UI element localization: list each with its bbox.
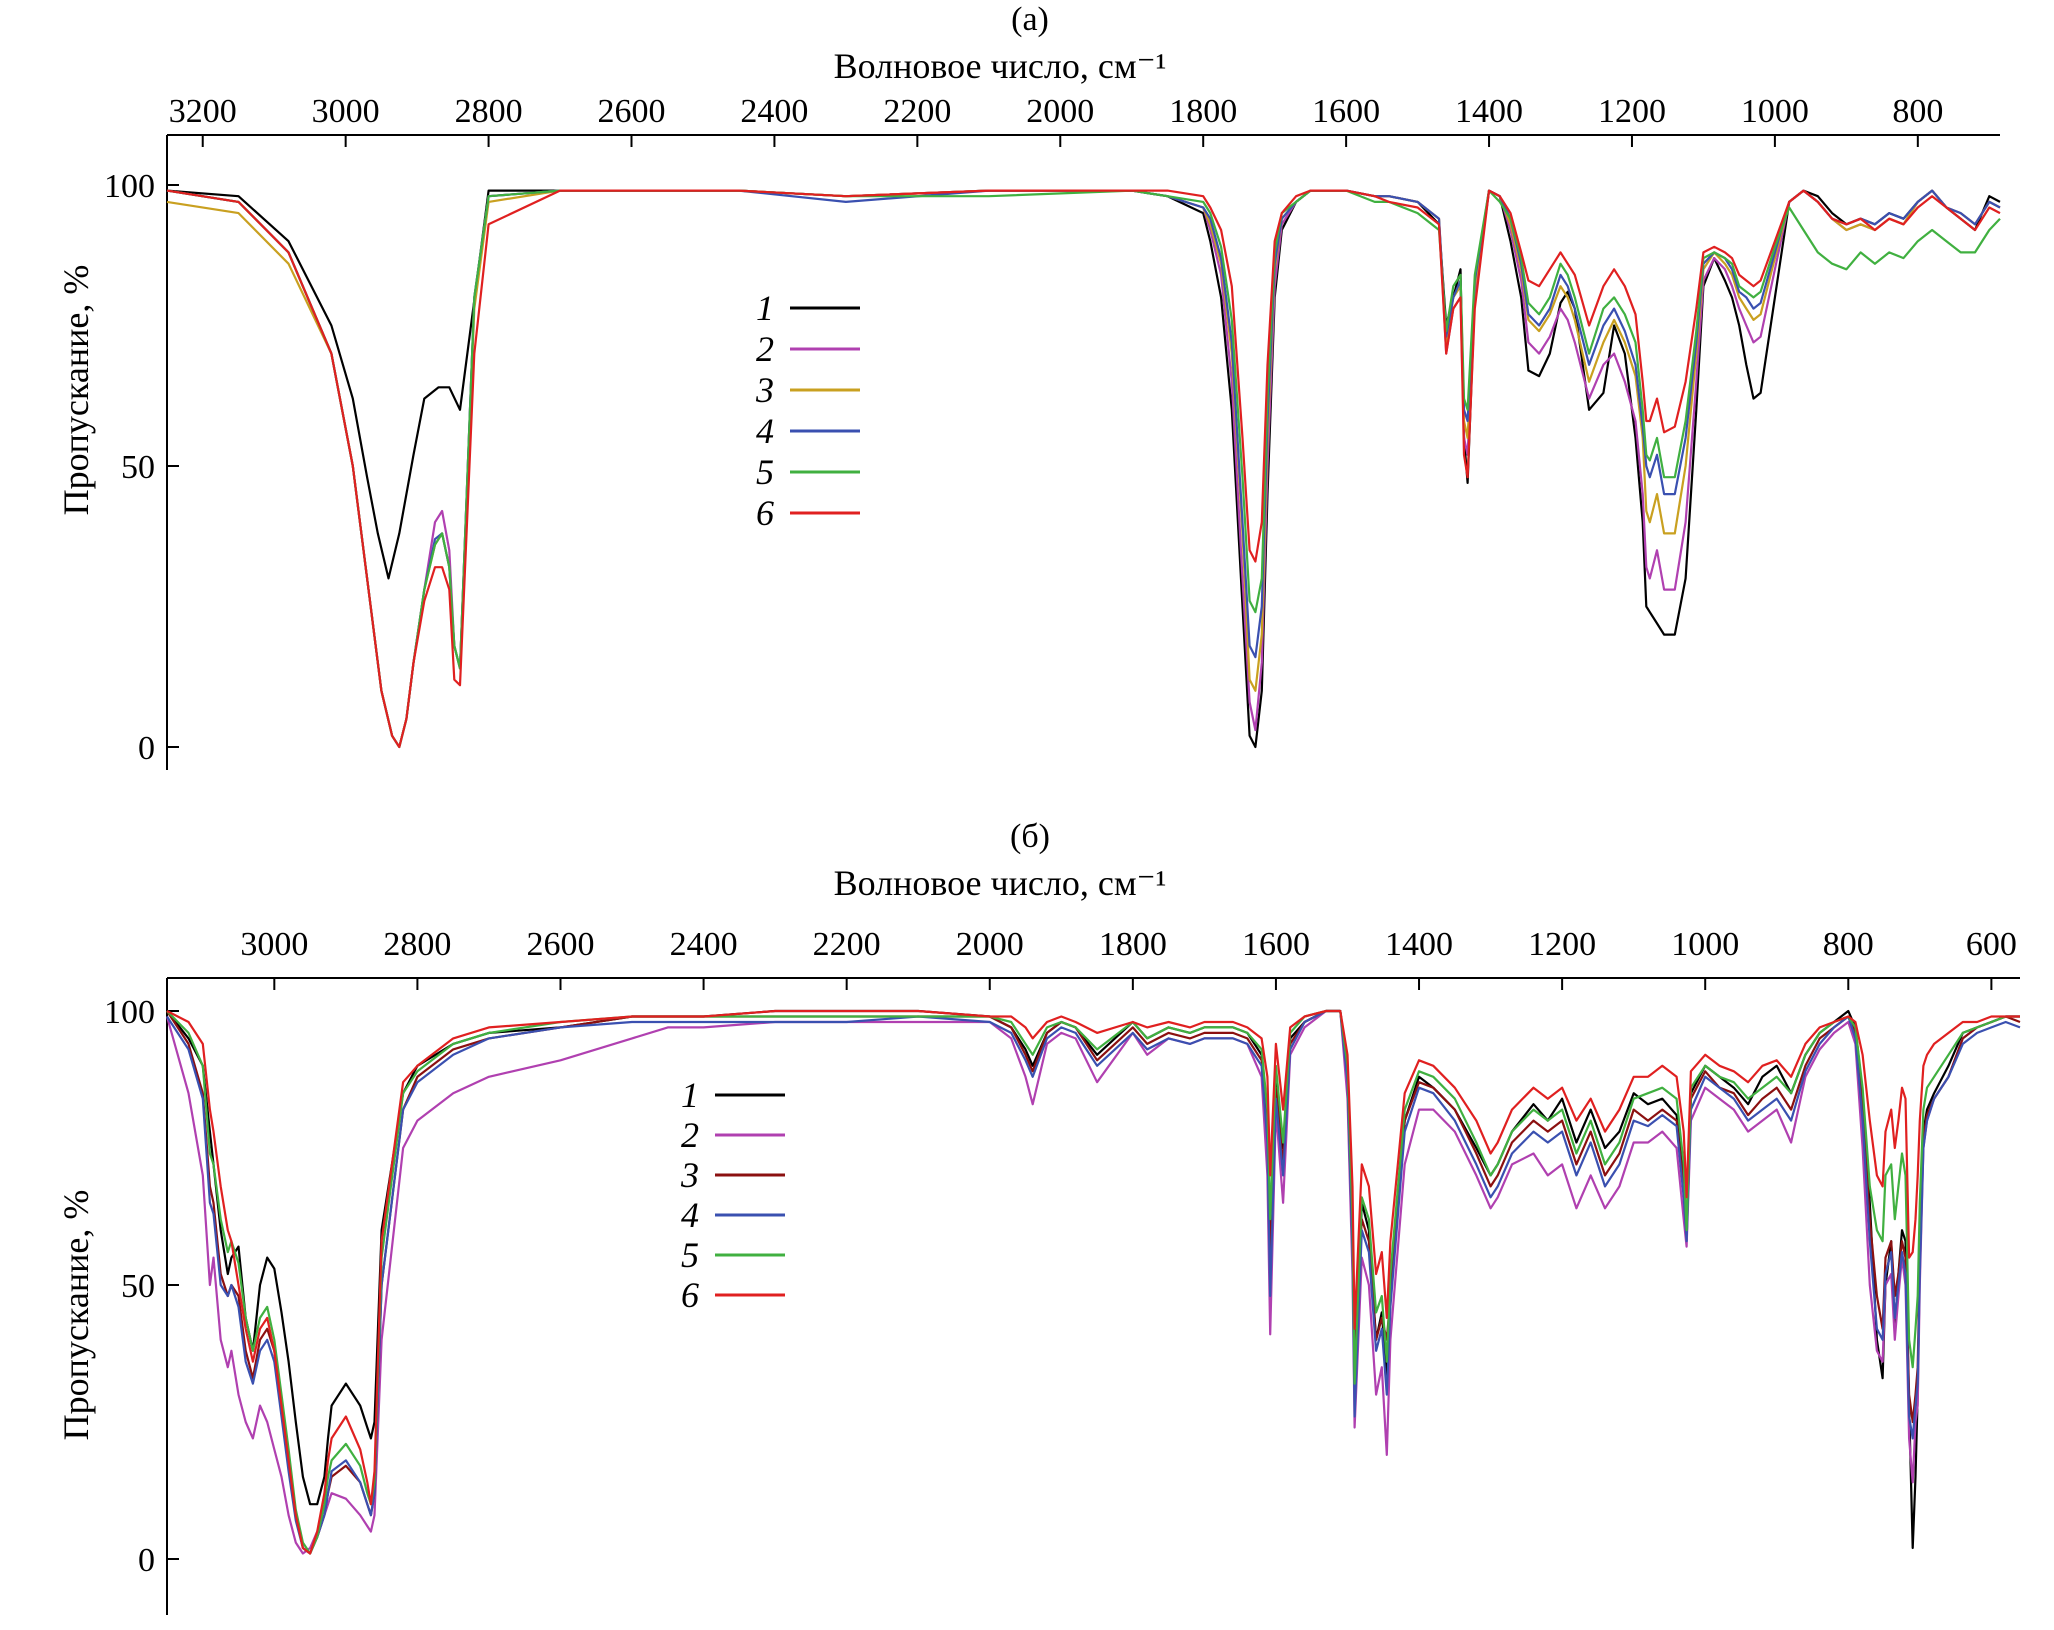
x-tick-label: 1200 <box>1528 926 1596 963</box>
x-tick-label: 1600 <box>1312 93 1380 130</box>
chart-b-svg: (б) Волновое число, см⁻¹ Пропускание, % … <box>56 818 2021 1615</box>
legend-label-2: 2 <box>756 329 774 369</box>
y-tick-label: 0 <box>138 730 155 767</box>
chart-b-series <box>165 1009 2021 1555</box>
chart-panel-a: (а) Волновое число, см⁻¹ Пропускание, % … <box>0 0 2054 800</box>
legend-label-4: 4 <box>681 1195 699 1235</box>
x-tick-label: 1000 <box>1671 926 1739 963</box>
x-tick-label: 800 <box>1892 93 1943 130</box>
x-tick-label: 2000 <box>956 926 1024 963</box>
y-tick-label: 100 <box>104 168 155 205</box>
x-tick-label: 1800 <box>1169 93 1237 130</box>
legend-label-3: 3 <box>680 1155 699 1195</box>
series-1-line <box>166 189 2001 749</box>
chart-a-series <box>166 189 2001 749</box>
series-3-line <box>166 189 2001 749</box>
x-tick-label: 1000 <box>1741 93 1809 130</box>
x-tick-label: 2600 <box>598 93 666 130</box>
chart-a-svg: (а) Волновое число, см⁻¹ Пропускание, % … <box>56 1 2001 770</box>
x-tick-label: 600 <box>1966 926 2017 963</box>
series-4-line <box>166 189 2001 749</box>
chart-panel-b: (б) Волновое число, см⁻¹ Пропускание, % … <box>0 815 2054 1630</box>
legend-label-1: 1 <box>681 1075 699 1115</box>
series-5-line <box>166 1009 2020 1555</box>
x-tick-label: 2200 <box>813 926 881 963</box>
y-tick-label: 0 <box>138 1542 155 1579</box>
x-tick-label: 2000 <box>1026 93 1094 130</box>
legend-label-3: 3 <box>755 370 774 410</box>
x-tick-label: 1800 <box>1099 926 1167 963</box>
x-tick-label: 1600 <box>1242 926 1310 963</box>
legend-label-2: 2 <box>681 1115 699 1155</box>
x-tick-label: 1400 <box>1385 926 1453 963</box>
x-tick-label: 1400 <box>1455 93 1523 130</box>
chart-b-y-axis-title: Пропускание, % <box>56 1190 96 1441</box>
x-tick-label: 2400 <box>670 926 738 963</box>
x-tick-label: 1200 <box>1598 93 1666 130</box>
y-tick-label: 100 <box>104 994 155 1031</box>
legend-label-6: 6 <box>681 1275 699 1315</box>
series-2-line <box>166 189 2001 749</box>
panel-b-label: (б) <box>1010 818 1050 855</box>
series-6-line <box>166 1009 2020 1555</box>
legend-label-1: 1 <box>756 288 774 328</box>
series-5-line <box>166 189 2001 749</box>
chart-b-y-ticks: 0 50 100 <box>104 994 179 1579</box>
chart-a-x-axis-title: Волновое число, см⁻¹ <box>834 46 1167 86</box>
chart-b-x-axis-title: Волновое число, см⁻¹ <box>834 863 1167 903</box>
legend-label-4: 4 <box>756 411 774 451</box>
x-tick-label: 800 <box>1823 926 1874 963</box>
chart-a-x-ticks: 3200 3000 2800 2600 2400 2200 2000 1800 1600 1400… <box>169 93 1943 147</box>
x-tick-label: 3000 <box>312 93 380 130</box>
legend-label-5: 5 <box>756 452 774 492</box>
legend-label-6: 6 <box>756 493 774 533</box>
chart-a-y-axis-title: Пропускание, % <box>56 265 96 516</box>
x-tick-label: 2800 <box>455 93 523 130</box>
x-tick-label: 3200 <box>169 93 237 130</box>
x-tick-label: 2600 <box>526 926 594 963</box>
chart-b-x-ticks: 3000 2800 2600 2400 2200 2000 1800 1600 1400 1200… <box>240 926 2017 990</box>
x-tick-label: 2800 <box>383 926 451 963</box>
x-tick-label: 3000 <box>240 926 308 963</box>
panel-a-label: (а) <box>1011 1 1049 38</box>
y-tick-label: 50 <box>121 1268 155 1305</box>
chart-a-y-ticks: 0 50 100 <box>104 168 179 767</box>
x-tick-label: 2200 <box>883 93 951 130</box>
y-tick-label: 50 <box>121 449 155 486</box>
series-6-line <box>166 189 2001 749</box>
legend-label-5: 5 <box>681 1235 699 1275</box>
x-tick-label: 2400 <box>740 93 808 130</box>
